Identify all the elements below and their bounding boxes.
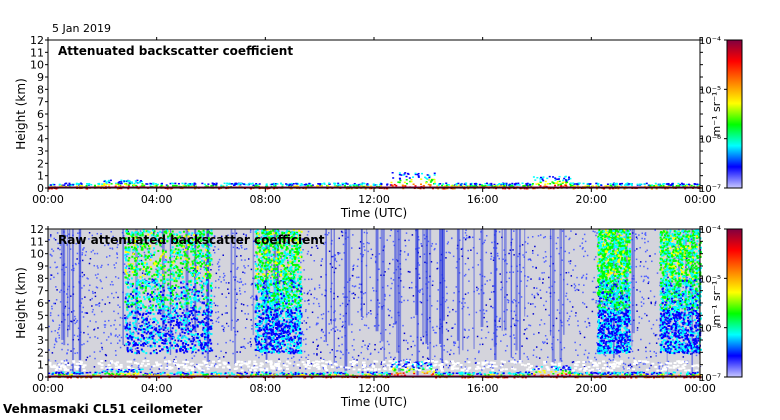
colorbar-tick-label: 10⁻⁵ [699,274,721,285]
x-tick-label: 08:00 [249,193,281,206]
colorbar-tick-label: 10⁻⁴ [699,225,721,236]
colorbar-tick-label: 10⁻⁴ [699,36,721,47]
y-axis-label: Height (km) [14,78,28,149]
y-tick-label: 3 [37,145,44,158]
y-tick-label: 0 [37,371,44,384]
colorbar-scale [726,39,743,189]
x-tick-label: 00:00 [684,382,716,395]
y-tick-label: 4 [37,322,44,335]
y-tick-label: 2 [37,157,44,170]
y-tick-label: 4 [37,133,44,146]
y-tick-label: 0 [37,182,44,195]
y-tick-label: 10 [30,248,44,261]
x-tick-label: 20:00 [575,193,607,206]
x-tick-label: 04:00 [141,193,173,206]
colorbar-1: 10⁻⁴ 10⁻⁵ 10⁻⁶ 10⁻⁷ m⁻¹ sr⁻¹ [699,36,743,195]
y-tick-label: 8 [37,272,44,285]
colorbar-label: m⁻¹ sr⁻¹ [710,92,723,137]
colorbar-tick-label: 10⁻⁷ [699,373,721,384]
panel-title: Raw attenuated backscatter coefficient [58,233,325,247]
y-tick-label: 7 [37,285,44,298]
x-tick-label: 08:00 [249,382,281,395]
y-tick-label: 3 [37,334,44,347]
colorbar-scale [726,228,743,378]
colorbar-tick-label: 10⁻⁷ [699,184,721,195]
x-tick-label: 16:00 [467,382,499,395]
plot-background [48,40,700,188]
heatmap-cells [48,229,703,379]
date-label: 5 Jan 2019 [52,22,111,35]
y-tick-label: 8 [37,83,44,96]
colorbar-label: m⁻¹ sr⁻¹ [710,281,723,326]
y-tick-label: 11 [30,46,44,59]
colorbar-2: 10⁻⁴ 10⁻⁵ 10⁻⁶ 10⁻⁷ m⁻¹ sr⁻¹ [699,225,743,384]
x-tick-label: 12:00 [358,193,390,206]
colorbar-tick-label: 10⁻⁶ [699,324,721,335]
x-tick-label: 04:00 [141,382,173,395]
y-tick-label: 1 [37,170,44,183]
y-tick-label: 10 [30,59,44,72]
y-axis-label: Height (km) [14,267,28,338]
x-tick-label: 00:00 [32,382,64,395]
x-tick-label: 16:00 [467,193,499,206]
x-tick-label: 20:00 [575,382,607,395]
colorbar-tick-label: 10⁻⁶ [699,135,721,146]
y-tick-label: 12 [30,34,44,47]
y-tick-label: 9 [37,71,44,84]
y-tick-label: 5 [37,120,44,133]
y-tick-label: 2 [37,346,44,359]
panel-title: Attenuated backscatter coefficient [58,44,293,58]
x-tick-label: 00:00 [684,193,716,206]
x-tick-label: 00:00 [32,193,64,206]
x-axis-label: Time (UTC) [340,206,407,220]
y-tick-label: 9 [37,260,44,273]
y-tick-label: 5 [37,309,44,322]
x-tick-label: 12:00 [358,382,390,395]
y-tick-label: 6 [37,297,44,310]
y-tick-label: 6 [37,108,44,121]
instrument-label: Vehmasmaki CL51 ceilometer [3,402,203,416]
y-tick-label: 12 [30,223,44,236]
colorbar-tick-label: 10⁻⁵ [699,85,721,96]
y-tick-label: 1 [37,359,44,372]
x-axis-label: Time (UTC) [340,395,407,409]
y-tick-label: 7 [37,96,44,109]
y-tick-label: 11 [30,235,44,248]
